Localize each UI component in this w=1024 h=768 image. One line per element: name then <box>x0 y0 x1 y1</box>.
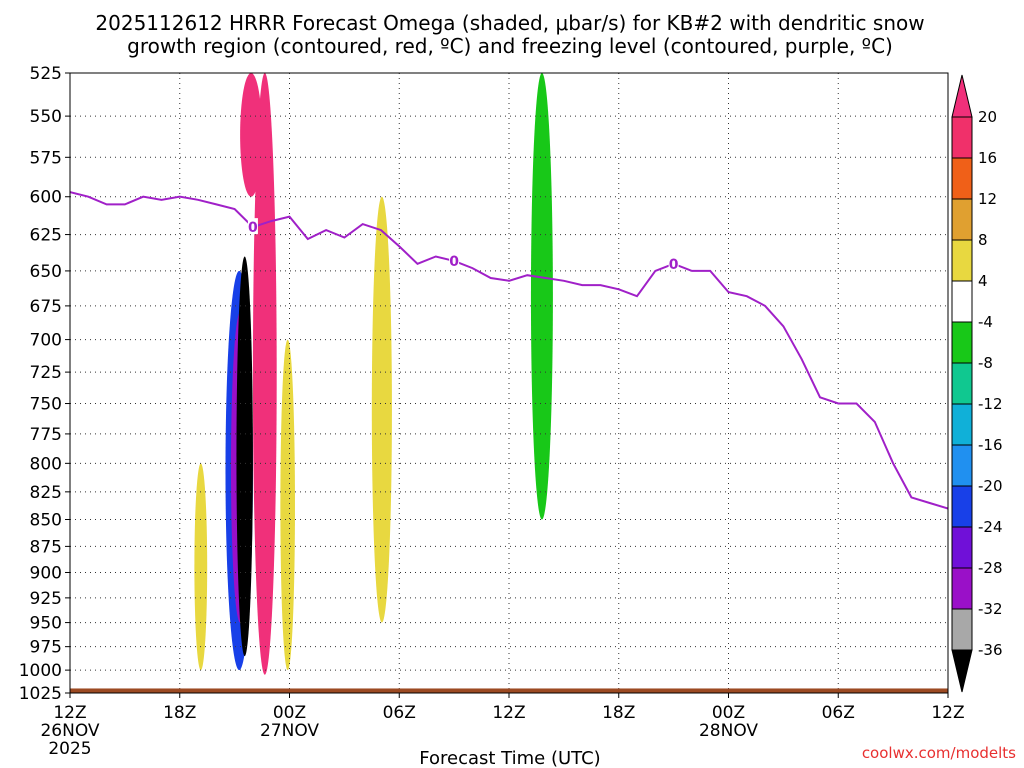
y-tick-label: 700 <box>30 331 62 351</box>
dotted-grid <box>70 73 948 693</box>
y-tick-label: 900 <box>30 563 62 583</box>
y-tick-label: 800 <box>30 454 62 474</box>
x-tick-date: 26NOV <box>40 721 99 741</box>
omega-region-5 <box>280 339 295 671</box>
colorbar-tick-label: -28 <box>978 559 1003 577</box>
freezing-label-bg <box>668 254 679 271</box>
omega-region-7 <box>371 196 392 623</box>
freezing-level-label: 0 <box>449 254 459 270</box>
y-tick-label: 1000 <box>19 661 62 681</box>
y-tick-label: 550 <box>30 107 62 127</box>
colorbar-tick-label: -4 <box>978 313 993 331</box>
colorbar-tick-label: -16 <box>978 436 1003 454</box>
colorbar-tick-label: -24 <box>978 518 1003 536</box>
colorbar-tick-label: -12 <box>978 395 1003 413</box>
x-tick-date: 27NOV <box>260 721 319 741</box>
y-tick-label: 875 <box>30 537 62 557</box>
colorbar-tick-label: 4 <box>978 272 988 290</box>
terrain-fill <box>70 688 948 693</box>
y-tick-label: 825 <box>30 483 62 503</box>
colorbar-tick-label: 16 <box>978 149 997 167</box>
colorbar-tick-label: -8 <box>978 354 993 372</box>
y-tick-label: 775 <box>30 425 62 445</box>
x-tick-label: 18Z <box>163 703 196 723</box>
y-tick-label: 725 <box>30 363 62 383</box>
x-tick-date: 28NOV <box>699 721 758 741</box>
freezing-level-label: 0 <box>248 220 258 236</box>
x-tick-label: 12Z <box>492 703 525 723</box>
source-credit[interactable]: coolwx.com/modelts <box>862 744 1016 762</box>
colorbar-band <box>951 526 973 569</box>
freezing-level-contour: 0 0 0 <box>70 191 948 510</box>
x-tick-label: 06Z <box>383 703 416 723</box>
omega-shaded-field <box>194 73 553 675</box>
omega-colorbar: 20 16 12 8 4 -4 -8 -12 -16 -20 -24 -28 -32 -36 <box>951 74 1003 693</box>
omega-region-3 <box>252 73 277 675</box>
y-tick-label: 575 <box>30 148 62 168</box>
freezing-level-line <box>70 191 948 510</box>
x-tick-label: 00Z <box>273 703 306 723</box>
colorbar-band <box>951 157 973 200</box>
x-tick-label: 18Z <box>602 703 635 723</box>
freezing-label-bg <box>449 251 460 268</box>
y-tick-label: 1025 <box>19 684 62 704</box>
colorbar-tick-label: 12 <box>978 190 997 208</box>
colorbar-tick-label: 8 <box>978 231 988 249</box>
y-axis-pressure: 525 550 575 600 625 650 675 700 725 750 775 800 825 8… <box>19 64 70 704</box>
y-tick-label: 850 <box>30 511 62 531</box>
freezing-level-label: 0 <box>669 257 679 273</box>
y-tick-label: 525 <box>30 64 62 84</box>
x-tick-label: 12Z <box>931 703 964 723</box>
terrain-band <box>70 688 948 693</box>
x-tick-year: 2025 <box>48 739 91 759</box>
y-tick-label: 750 <box>30 395 62 415</box>
x-tick-label: 00Z <box>712 703 745 723</box>
colorbar-band <box>951 321 973 364</box>
colorbar-band <box>951 198 973 241</box>
colorbar-band <box>951 239 973 282</box>
colorbar-band <box>951 567 973 610</box>
colorbar-band <box>951 608 973 651</box>
colorbar-band <box>951 485 973 528</box>
colorbar-band <box>951 444 973 487</box>
y-tick-label: 675 <box>30 297 62 317</box>
omega-region-6 <box>194 463 208 671</box>
y-tick-label: 625 <box>30 226 62 246</box>
colorbar-band <box>951 280 973 323</box>
x-tick-label: 12Z <box>53 703 86 723</box>
chart-title-line-2: growth region (contoured, red, ºC) and f… <box>127 34 893 58</box>
omega-region-4 <box>240 73 263 197</box>
omega-region-8 <box>530 73 553 520</box>
y-tick-label: 950 <box>30 614 62 634</box>
colorbar-bottom-extend <box>951 649 973 693</box>
x-axis-label: Forecast Time (UTC) <box>419 748 600 768</box>
y-tick-label: 650 <box>30 262 62 282</box>
y-tick-label: 600 <box>30 188 62 208</box>
colorbar-band <box>951 362 973 405</box>
y-tick-label: 975 <box>30 638 62 658</box>
colorbar-tick-label: 20 <box>978 108 997 126</box>
colorbar-tick-label: -32 <box>978 600 1003 618</box>
omega-region-2 <box>236 256 253 657</box>
colorbar-top-extend <box>951 74 973 118</box>
colorbar-tick-label: -36 <box>978 641 1003 659</box>
chart-title-line-1: 2025112612 HRRR Forecast Omega (shaded, … <box>95 11 924 35</box>
x-tick-label: 06Z <box>822 703 855 723</box>
colorbar-band <box>951 403 973 446</box>
freezing-label-bg <box>247 218 258 235</box>
y-tick-label: 925 <box>30 589 62 609</box>
colorbar-band <box>951 116 973 159</box>
colorbar-tick-label: -20 <box>978 477 1003 495</box>
